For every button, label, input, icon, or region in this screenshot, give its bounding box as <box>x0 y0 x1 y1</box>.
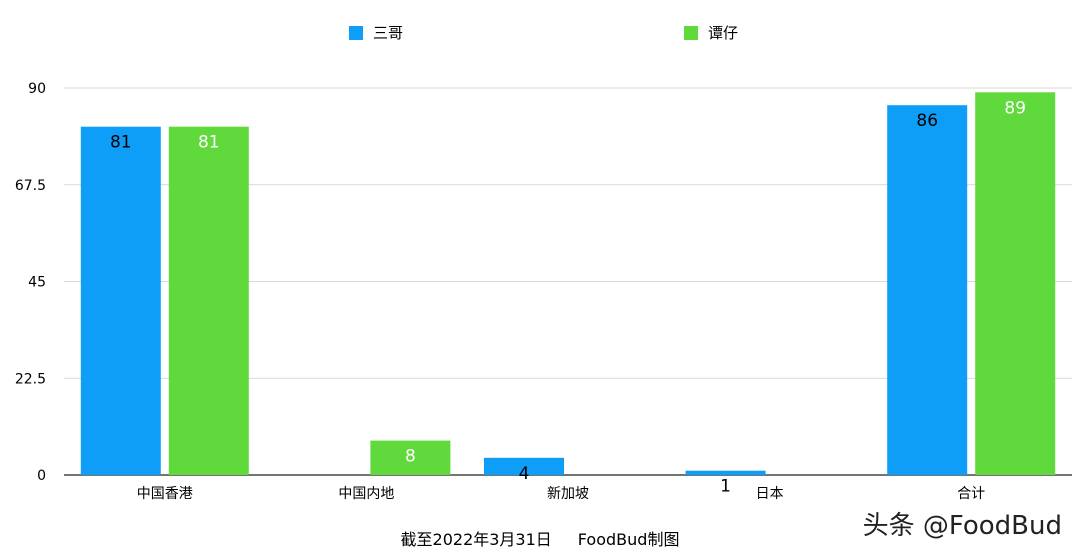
y-tick-label: 45 <box>28 275 46 291</box>
y-tick-label: 0 <box>37 468 46 484</box>
bar-value-label: 81 <box>110 133 132 153</box>
legend-label-series-2: 谭仔 <box>708 24 739 42</box>
bar-value-label: 8 <box>405 447 416 467</box>
bar <box>168 126 249 475</box>
x-tick-label: 合计 <box>957 486 985 502</box>
bar-value-label: 86 <box>916 111 938 131</box>
bar-value-label: 1 <box>720 477 731 497</box>
x-tick-label: 新加坡 <box>547 486 589 502</box>
y-tick-label: 90 <box>28 81 46 97</box>
bar-value-label: 89 <box>1004 98 1026 118</box>
legend-item-series-2: 谭仔 <box>684 22 738 43</box>
legend-swatch-series-1 <box>349 25 363 40</box>
bar-value-label: 4 <box>519 464 530 484</box>
bar <box>887 105 968 475</box>
bar <box>80 126 161 475</box>
x-tick-label: 中国内地 <box>338 486 394 502</box>
y-tick-label: 67.5 <box>15 178 46 194</box>
footer-note: 截至2022年3月31日 <box>400 530 552 549</box>
footer-credit: FoodBud制图 <box>577 530 680 549</box>
x-tick-label: 日本 <box>756 486 784 502</box>
chart-footer: 截至2022年3月31日 FoodBud制图 <box>0 526 1080 550</box>
bar-chart: 0 22.5 45 67.5 90 中国香港 81 81 中国内地 8 新加坡 4 日本 1 合计 86 89 <box>15 81 1072 502</box>
bar <box>484 457 564 475</box>
bar <box>685 470 766 475</box>
bar <box>975 92 1056 476</box>
legend-swatch-series-2 <box>684 25 698 40</box>
legend-label-series-1: 三哥 <box>373 24 404 42</box>
watermark: 头条 @FoodBud <box>862 511 1062 541</box>
x-tick-label: 中国香港 <box>137 486 193 502</box>
bar-value-label: 81 <box>198 133 220 153</box>
y-tick-label: 22.5 <box>15 371 46 387</box>
legend-item-series-1: 三哥 <box>349 22 403 43</box>
bar <box>370 440 451 475</box>
